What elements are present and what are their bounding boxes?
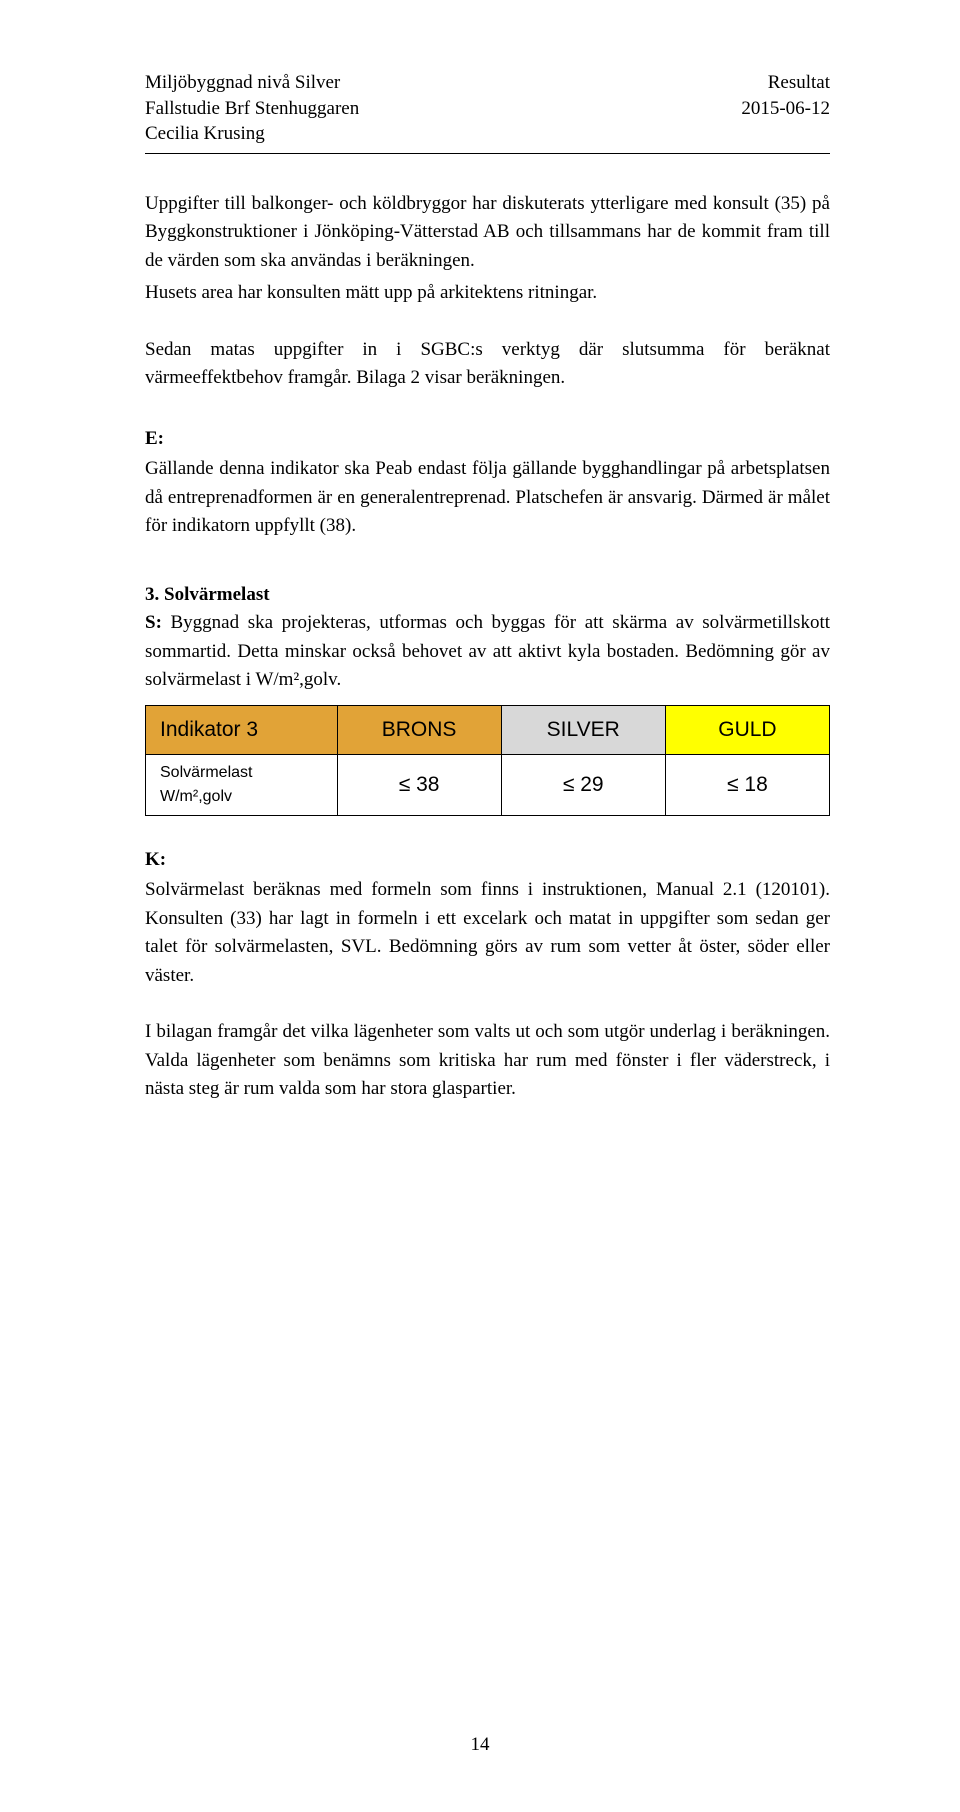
paragraph: Husets area har konsulten mätt upp på ar… <box>145 279 830 308</box>
section-e-label: E: <box>145 425 830 454</box>
table-header-silver: SILVER <box>501 705 665 754</box>
header-right-line: Resultat <box>741 70 830 96</box>
paragraph: I bilagan framgår det vilka lägenheter s… <box>145 1018 830 1104</box>
section-3-title: 3. Solvärmelast <box>145 581 830 610</box>
header-left: Miljöbyggnad nivå Silver Fallstudie Brf … <box>145 70 359 147</box>
s-prefix: S: <box>145 612 162 633</box>
paragraph: S: Byggnad ska projekteras, utformas och… <box>145 609 830 695</box>
table-cell: ≤ 29 <box>501 754 665 815</box>
body-text: Uppgifter till balkonger- och köldbryggo… <box>145 190 830 1104</box>
header-left-line: Miljöbyggnad nivå Silver <box>145 70 359 96</box>
paragraph: Uppgifter till balkonger- och köldbryggo… <box>145 190 830 276</box>
header-left-line: Fallstudie Brf Stenhuggaren <box>145 96 359 122</box>
table-header-brons: BRONS <box>337 705 501 754</box>
header-rule <box>145 153 830 154</box>
header-right-line: 2015-06-12 <box>741 96 830 122</box>
paragraph: Gällande denna indikator ska Peab endast… <box>145 455 830 541</box>
page: Miljöbyggnad nivå Silver Fallstudie Brf … <box>0 0 960 1812</box>
table-header-guld: GULD <box>665 705 829 754</box>
page-header: Miljöbyggnad nivå Silver Fallstudie Brf … <box>145 70 830 147</box>
indicator-3-table: Indikator 3 BRONS SILVER GULD Solvärmela… <box>145 705 830 816</box>
section-k-label: K: <box>145 846 830 875</box>
page-number: 14 <box>0 1734 960 1756</box>
paragraph: Solvärmelast beräknas med formeln som fi… <box>145 876 830 990</box>
header-left-line: Cecilia Krusing <box>145 121 359 147</box>
table-cell: ≤ 38 <box>337 754 501 815</box>
paragraph: Sedan matas uppgifter in i SGBC:s verkty… <box>145 336 830 393</box>
table-header-indicator: Indikator 3 <box>146 705 338 754</box>
table-row-label: Solvärmelast W/m²,golv <box>146 754 338 815</box>
header-right: Resultat 2015-06-12 <box>741 70 830 121</box>
s-text: Byggnad ska projekteras, utformas och by… <box>145 612 830 690</box>
table-cell: ≤ 18 <box>665 754 829 815</box>
